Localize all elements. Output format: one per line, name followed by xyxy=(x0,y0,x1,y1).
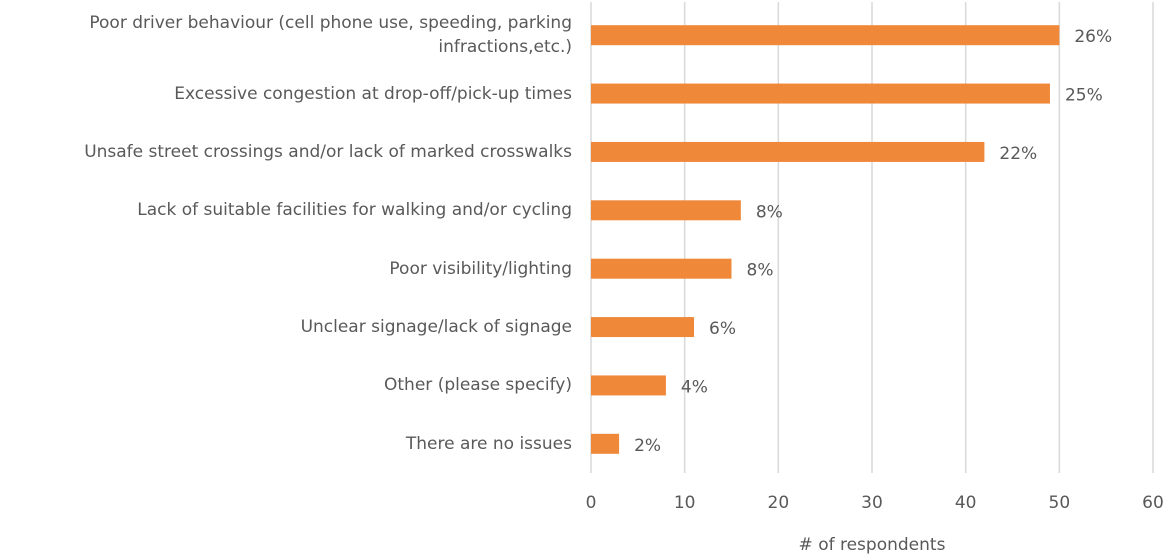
data-label: 8% xyxy=(747,261,774,281)
bar xyxy=(591,433,620,454)
x-tick-label: 10 xyxy=(674,493,696,513)
x-tick-label: 30 xyxy=(861,493,883,513)
x-tick-label: 50 xyxy=(1049,493,1071,513)
data-label: 4% xyxy=(681,377,708,397)
y-tick-label: Poor visibility/lighting xyxy=(389,258,572,279)
y-tick-label: Lack of suitable facilities for walking … xyxy=(137,200,572,221)
x-tick-label: 40 xyxy=(955,493,977,513)
data-label: 22% xyxy=(999,144,1037,164)
bar xyxy=(591,317,695,338)
data-label: 8% xyxy=(756,202,783,222)
bar xyxy=(591,258,732,279)
y-tick-label: Unsafe street crossings and/or lack of m… xyxy=(84,141,572,162)
y-tick-label: Excessive congestion at drop-off/pick-up… xyxy=(174,83,572,104)
bar xyxy=(591,141,985,162)
x-tick-label: 0 xyxy=(586,493,597,513)
data-label: 25% xyxy=(1065,86,1103,106)
bar xyxy=(591,25,1060,46)
x-axis-title: # of respondents xyxy=(799,535,946,555)
bar xyxy=(591,83,1050,104)
x-tick-label: 20 xyxy=(768,493,790,513)
x-tick-label: 60 xyxy=(1142,493,1164,513)
y-tick-label: There are no issues xyxy=(405,433,572,454)
data-label: 6% xyxy=(709,319,736,339)
y-tick-label: Unclear signage/lack of signage xyxy=(300,317,572,338)
data-label: 26% xyxy=(1074,27,1112,47)
y-tick-label: Other (please specify) xyxy=(384,375,572,396)
y-tick-label: Poor driver behaviour (cell phone use, s… xyxy=(89,13,572,58)
bar xyxy=(591,375,666,396)
data-label: 2% xyxy=(634,436,661,456)
bar xyxy=(591,200,741,221)
